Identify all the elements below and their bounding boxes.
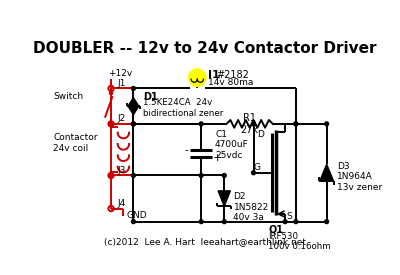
Text: +12v: +12v (108, 69, 132, 78)
Text: R1
27k: R1 27k (240, 113, 259, 135)
Circle shape (132, 87, 135, 90)
Text: D: D (257, 130, 264, 139)
Circle shape (132, 220, 135, 224)
Text: C1
4700uF
25vdc: C1 4700uF 25vdc (215, 130, 249, 160)
Text: D3
1N964A
13v zener: D3 1N964A 13v zener (337, 162, 382, 192)
Text: (c)2012  Lee A. Hart  leeahart@earthlink.net: (c)2012 Lee A. Hart leeahart@earthlink.n… (104, 237, 306, 246)
Text: Switch: Switch (53, 92, 84, 101)
Circle shape (325, 220, 328, 224)
Circle shape (325, 122, 328, 126)
Circle shape (109, 122, 113, 126)
Circle shape (199, 122, 203, 126)
Text: 14v 80ma: 14v 80ma (208, 78, 254, 87)
Text: DOUBLER -- 12v to 24v Contactor Driver: DOUBLER -- 12v to 24v Contactor Driver (33, 42, 377, 56)
Circle shape (132, 122, 135, 126)
Circle shape (222, 174, 226, 177)
Text: J3: J3 (117, 166, 126, 175)
Text: D2
1N5822
40v 3a: D2 1N5822 40v 3a (234, 192, 269, 222)
Text: Q1: Q1 (268, 225, 283, 235)
Text: -: - (185, 145, 189, 155)
Text: Contactor
24v coil: Contactor 24v coil (53, 133, 98, 153)
Circle shape (109, 174, 113, 177)
Circle shape (252, 171, 256, 175)
Circle shape (252, 122, 256, 126)
Text: J4: J4 (117, 199, 126, 208)
Circle shape (132, 122, 135, 126)
Text: 1.5KE24CA  24v
bidirectional zener: 1.5KE24CA 24v bidirectional zener (143, 98, 223, 118)
Text: G: G (254, 163, 260, 172)
Text: S: S (287, 212, 292, 221)
Circle shape (294, 220, 298, 224)
Circle shape (283, 220, 287, 224)
Circle shape (294, 122, 298, 126)
Text: J1: J1 (117, 79, 126, 88)
Polygon shape (320, 164, 334, 181)
Circle shape (294, 122, 298, 126)
Text: J2: J2 (117, 114, 126, 123)
Text: GND: GND (126, 211, 147, 220)
Text: #2182: #2182 (216, 70, 249, 80)
Text: I1: I1 (208, 70, 220, 80)
Circle shape (132, 174, 135, 177)
Circle shape (199, 220, 203, 224)
Text: D1: D1 (143, 92, 157, 101)
Circle shape (110, 92, 113, 95)
Circle shape (222, 220, 226, 224)
Circle shape (199, 174, 203, 177)
Text: IRF530
100v 0.16ohm: IRF530 100v 0.16ohm (268, 232, 331, 251)
Polygon shape (218, 191, 230, 206)
Circle shape (189, 69, 206, 86)
Polygon shape (128, 98, 139, 106)
Text: +: + (213, 153, 222, 163)
Polygon shape (128, 106, 139, 115)
